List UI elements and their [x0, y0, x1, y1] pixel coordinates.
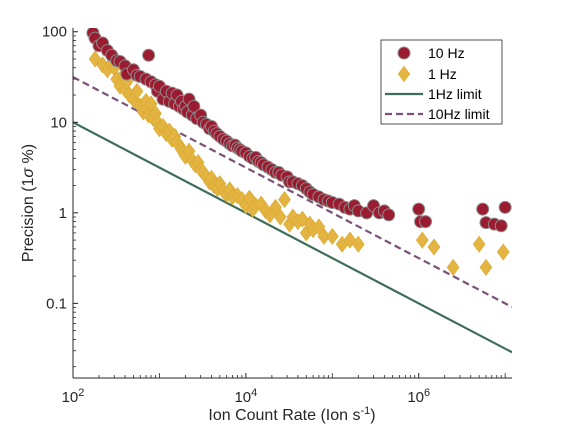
- point-1hz: [278, 191, 291, 209]
- x-tick-label: 102: [62, 387, 85, 406]
- y-axis-label: Precision (1σ %): [20, 144, 37, 262]
- point-10hz: [498, 200, 512, 214]
- point-1hz: [446, 258, 460, 276]
- point-1hz: [496, 243, 510, 261]
- x-tick-label: 106: [407, 387, 430, 406]
- y-tick-label: 1: [59, 205, 67, 222]
- point-10hz: [419, 215, 433, 229]
- limit-line-1hz: [73, 121, 512, 354]
- point-1hz: [479, 258, 493, 276]
- legend-label-1hz-limit: 1Hz limit: [428, 86, 482, 102]
- point-1hz: [325, 227, 339, 245]
- legend-label-10hz-limit: 10Hz limit: [428, 106, 490, 122]
- point-10hz: [142, 48, 156, 62]
- point-1hz: [343, 231, 357, 249]
- point-1hz: [415, 231, 429, 249]
- point-10hz: [494, 219, 508, 233]
- point-10hz: [187, 99, 201, 113]
- y-tick-label: 0.1: [46, 295, 67, 312]
- point-1hz: [472, 235, 486, 253]
- y-axis-label-sigma: σ: [20, 167, 37, 178]
- point-1hz: [286, 208, 300, 226]
- x-axis-label-sup: -1: [360, 405, 370, 417]
- point-1hz: [88, 50, 102, 68]
- point-10hz: [382, 208, 396, 222]
- point-1hz: [427, 238, 441, 256]
- point-10hz: [412, 202, 426, 216]
- point-1hz: [351, 235, 365, 253]
- point-1hz: [130, 82, 144, 100]
- legend-label-1hz: 1 Hz: [428, 66, 457, 82]
- point-1hz: [273, 208, 287, 226]
- y-tick-label: 10: [50, 114, 67, 131]
- legend-marker-1hz: [397, 65, 411, 83]
- x-axis-label: Ion Count Rate (Ion s-1): [208, 405, 375, 424]
- legend-marker-10hz: [397, 46, 411, 60]
- x-tick-label: 104: [234, 387, 257, 406]
- legend: 10 Hz 1 Hz 1Hz limit 10Hz limit: [380, 39, 503, 125]
- point-1hz: [317, 227, 331, 245]
- legend-label-10hz: 10 Hz: [428, 45, 465, 61]
- y-tick-label: 100: [42, 24, 67, 41]
- point-10hz: [476, 202, 490, 216]
